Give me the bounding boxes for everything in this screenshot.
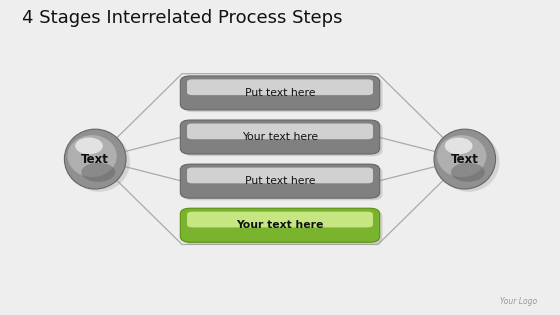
FancyBboxPatch shape <box>183 166 382 200</box>
FancyBboxPatch shape <box>180 76 380 110</box>
Ellipse shape <box>438 132 500 192</box>
Ellipse shape <box>75 138 103 154</box>
FancyBboxPatch shape <box>183 78 382 112</box>
Ellipse shape <box>81 163 115 182</box>
Ellipse shape <box>68 132 130 192</box>
Text: Put text here: Put text here <box>245 88 315 98</box>
Text: Your text here: Your text here <box>236 220 324 230</box>
FancyBboxPatch shape <box>187 168 373 183</box>
FancyBboxPatch shape <box>187 212 373 227</box>
Ellipse shape <box>434 129 496 189</box>
Text: Put text here: Put text here <box>245 176 315 186</box>
FancyBboxPatch shape <box>183 210 382 244</box>
FancyBboxPatch shape <box>187 79 373 95</box>
Text: Your Logo: Your Logo <box>501 296 538 306</box>
Text: 4 Stages Interrelated Process Steps: 4 Stages Interrelated Process Steps <box>22 9 343 27</box>
Ellipse shape <box>64 129 126 189</box>
Ellipse shape <box>437 135 486 177</box>
Ellipse shape <box>445 138 473 154</box>
FancyBboxPatch shape <box>187 123 373 139</box>
Ellipse shape <box>451 163 485 182</box>
FancyBboxPatch shape <box>180 120 380 154</box>
FancyBboxPatch shape <box>180 208 380 242</box>
Text: Text: Text <box>81 152 109 166</box>
FancyBboxPatch shape <box>180 164 380 198</box>
Text: Text: Text <box>451 152 479 166</box>
Ellipse shape <box>68 135 116 177</box>
Text: Your text here: Your text here <box>242 132 318 142</box>
FancyBboxPatch shape <box>183 122 382 156</box>
